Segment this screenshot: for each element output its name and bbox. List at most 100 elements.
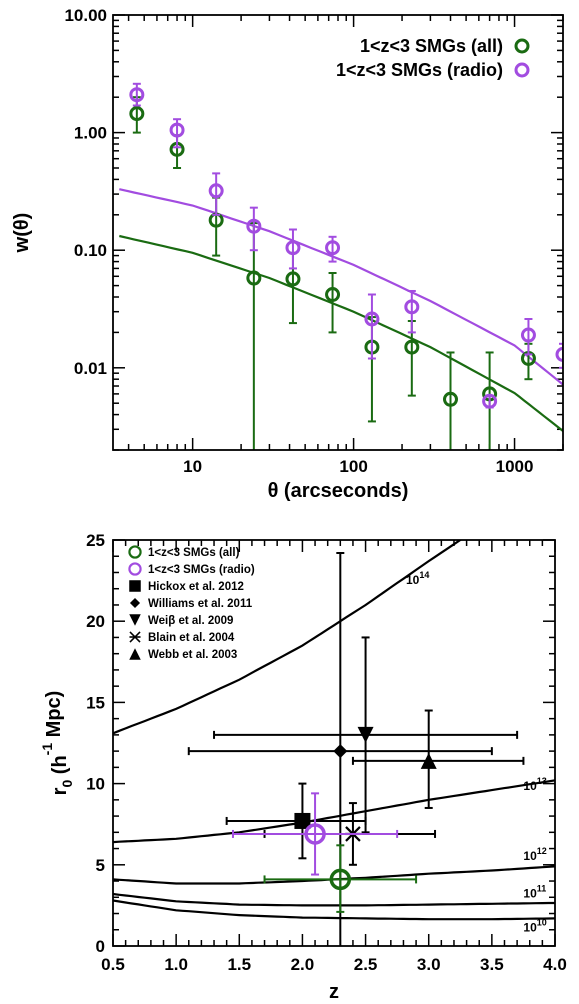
halo-curve-label: 1010 bbox=[523, 917, 546, 934]
x-tick-label: 100 bbox=[339, 457, 367, 476]
x-axis-label: z bbox=[329, 981, 339, 1003]
data-point bbox=[129, 87, 145, 103]
legend-label: Webb et al. 2003 bbox=[148, 649, 237, 661]
halo-curve-1e13 bbox=[113, 779, 555, 844]
data-point bbox=[208, 183, 224, 199]
x-tick-label: 4.0 bbox=[543, 955, 567, 974]
top-y-ticks bbox=[113, 14, 563, 451]
halo-curve-label-base: 10 bbox=[523, 849, 537, 863]
halo-curve-label: 1011 bbox=[523, 883, 546, 900]
legend-label: Williams et al. 2011 bbox=[148, 598, 253, 610]
data-point bbox=[285, 240, 301, 256]
halo-curve-1e14 bbox=[113, 540, 463, 735]
bottom-data-points bbox=[187, 551, 525, 946]
series-radio-points bbox=[129, 82, 563, 409]
y-tick-label: 0.10 bbox=[74, 241, 107, 260]
legend-marker bbox=[514, 62, 530, 78]
x-tick-label: 2.5 bbox=[354, 955, 378, 974]
x-tick-label: 1.5 bbox=[227, 955, 251, 974]
y-tick-label: 5 bbox=[96, 856, 105, 875]
legend-marker bbox=[129, 631, 141, 643]
legend-label: 1<z<3 SMGs (all) bbox=[360, 36, 503, 56]
point-group bbox=[225, 782, 367, 860]
halo-curve-label-base: 10 bbox=[406, 573, 420, 587]
y-axis-label-part: r bbox=[49, 787, 71, 795]
legend-marker bbox=[129, 597, 141, 609]
y-axis-label-part: -1 bbox=[39, 743, 55, 756]
y-axis-label: w(θ) bbox=[11, 213, 33, 254]
y-tick-label: 0.01 bbox=[74, 359, 107, 378]
halo-curve-label-exp: 12 bbox=[537, 846, 547, 856]
y-axis-label: r0 (h-1 Mpc) bbox=[39, 691, 75, 796]
data-point bbox=[129, 106, 145, 122]
y-tick-label: 1.00 bbox=[74, 124, 107, 143]
legend-marker bbox=[128, 562, 142, 576]
halo-mass-curves bbox=[113, 540, 555, 921]
x-tick-label: 10 bbox=[183, 457, 202, 476]
point-group bbox=[213, 636, 519, 834]
halo-curve-label-exp: 13 bbox=[537, 776, 547, 786]
y-axis-label-part: Mpc) bbox=[43, 691, 65, 743]
y-axis-label-part: 0 bbox=[59, 780, 75, 788]
y-tick-label: 20 bbox=[86, 612, 105, 631]
halo-curve-label-exp: 10 bbox=[537, 917, 547, 927]
top-x-ticks bbox=[127, 15, 564, 450]
point-group bbox=[263, 844, 418, 913]
data-point bbox=[285, 271, 301, 287]
data-point bbox=[246, 270, 262, 286]
legend-label: 1<z<3 SMGs (radio) bbox=[148, 564, 255, 576]
top-legend: 1<z<3 SMGs (all) 1<z<3 SMGs (radio) bbox=[336, 36, 530, 80]
bottom-legend: 1<z<3 SMGs (all) 1<z<3 SMGs (radio) Hickox… bbox=[128, 545, 255, 661]
data-point bbox=[304, 823, 326, 845]
halo-curve-label: 1014 bbox=[406, 570, 429, 587]
halo-curve-1e10 bbox=[113, 899, 555, 921]
y-axis-label-part: (h bbox=[49, 755, 71, 779]
data-point bbox=[333, 744, 348, 759]
halo-curve-1e11 bbox=[113, 892, 555, 907]
data-point bbox=[520, 327, 536, 343]
data-point bbox=[357, 726, 374, 743]
model-curve-all bbox=[119, 234, 563, 432]
x-tick-label: 2.0 bbox=[291, 955, 315, 974]
legend-label: 1<z<3 SMGs (radio) bbox=[336, 60, 503, 80]
legend-marker bbox=[129, 648, 141, 660]
data-point bbox=[482, 393, 498, 409]
halo-curve-label: 1013 bbox=[523, 776, 546, 793]
data-point bbox=[294, 812, 311, 829]
data-point bbox=[404, 339, 420, 355]
model-curve-radio bbox=[119, 188, 563, 386]
data-point bbox=[325, 287, 341, 303]
x-tick-label: 1.0 bbox=[164, 955, 188, 974]
halo-curve-label-base: 10 bbox=[523, 779, 537, 793]
y-tick-label: 10.00 bbox=[64, 6, 107, 25]
legend-label: 1<z<3 SMGs (all) bbox=[148, 547, 240, 559]
halo-curve-label-exp: 14 bbox=[419, 570, 429, 580]
x-tick-label: 3.5 bbox=[480, 955, 504, 974]
top-panel-angular-correlation: 10 100 1000 10.00 1.00 0.10 0.01 θ (arcseconds)… bbox=[11, 6, 564, 502]
x-tick-label: 0.5 bbox=[101, 955, 125, 974]
legend-label: Blain et al. 2004 bbox=[148, 632, 235, 644]
y-tick-label: 10 bbox=[86, 775, 105, 794]
x-tick-label: 1000 bbox=[496, 457, 534, 476]
bottom-plot-frame bbox=[112, 539, 556, 947]
halo-curve-label-base: 10 bbox=[523, 920, 537, 934]
legend-marker bbox=[128, 545, 142, 559]
x-axis-label: θ (arcseconds) bbox=[268, 480, 409, 502]
data-point bbox=[246, 218, 262, 234]
y-tick-label: 15 bbox=[86, 693, 105, 712]
x-tick-label: 3.0 bbox=[417, 955, 441, 974]
point-group bbox=[351, 709, 525, 809]
data-point bbox=[404, 299, 420, 315]
data-point bbox=[443, 391, 458, 407]
point-group bbox=[231, 792, 399, 876]
data-point bbox=[169, 122, 185, 138]
legend-marker bbox=[129, 580, 141, 592]
legend-marker bbox=[514, 38, 530, 54]
legend-label: Hickox et al. 2012 bbox=[148, 581, 244, 593]
legend-marker bbox=[129, 614, 141, 626]
data-point bbox=[329, 868, 352, 891]
data-point bbox=[325, 240, 341, 256]
top-plot-frame bbox=[112, 14, 564, 451]
legend-label: Weiβ et al. 2009 bbox=[148, 615, 233, 627]
